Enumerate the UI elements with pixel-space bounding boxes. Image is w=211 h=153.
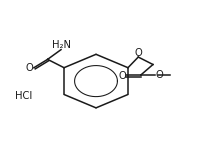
Text: O: O [156, 70, 163, 80]
Text: HCl: HCl [15, 91, 32, 101]
Text: O: O [134, 48, 142, 58]
Text: O: O [118, 71, 126, 81]
Text: O: O [25, 63, 33, 73]
Text: H₂N: H₂N [51, 40, 70, 50]
